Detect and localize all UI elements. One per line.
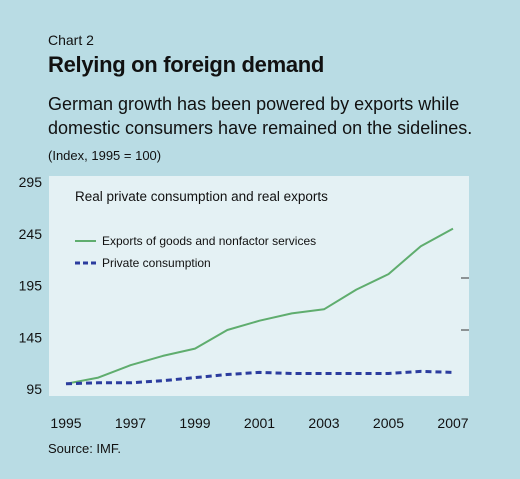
- y-axis: 95 145 195 245 295: [19, 174, 43, 397]
- y-tick-label: 195: [19, 278, 43, 294]
- y-tick-label: 245: [19, 226, 43, 242]
- y-tick-label: 295: [19, 174, 43, 190]
- consumption-series-line: [65, 369, 454, 386]
- series-layer: [65, 227, 454, 386]
- unit-note: (Index, 1995 = 100): [48, 148, 162, 163]
- source-note: Source: IMF.: [48, 441, 121, 456]
- legend-label: Exports of goods and nonfactor services: [102, 234, 316, 248]
- chart-subtitle: German growth has been powered by export…: [48, 94, 473, 138]
- x-axis: 1995 1997 1999 2001 2003 2005 2007: [50, 415, 468, 431]
- x-tick-label: 1999: [179, 415, 210, 431]
- x-tick-label: 2003: [308, 415, 339, 431]
- x-tick-label: 2001: [244, 415, 275, 431]
- chart-title: Relying on foreign demand: [48, 52, 325, 77]
- inner-chart-title: Real private consumption and real export…: [75, 189, 328, 204]
- legend-label: Private consumption: [102, 256, 211, 270]
- x-tick-label: 1995: [50, 415, 81, 431]
- x-tick-label: 1997: [115, 415, 146, 431]
- chart-number: Chart 2: [48, 32, 94, 48]
- legend: Exports of goods and nonfactor services P…: [75, 234, 316, 270]
- y-tick-label: 95: [26, 381, 42, 397]
- y-tick-label: 145: [19, 329, 43, 345]
- exports-series-line: [65, 227, 454, 385]
- x-tick-label: 2005: [373, 415, 404, 431]
- plot-area: [49, 176, 469, 396]
- x-tick-label: 2007: [437, 415, 468, 431]
